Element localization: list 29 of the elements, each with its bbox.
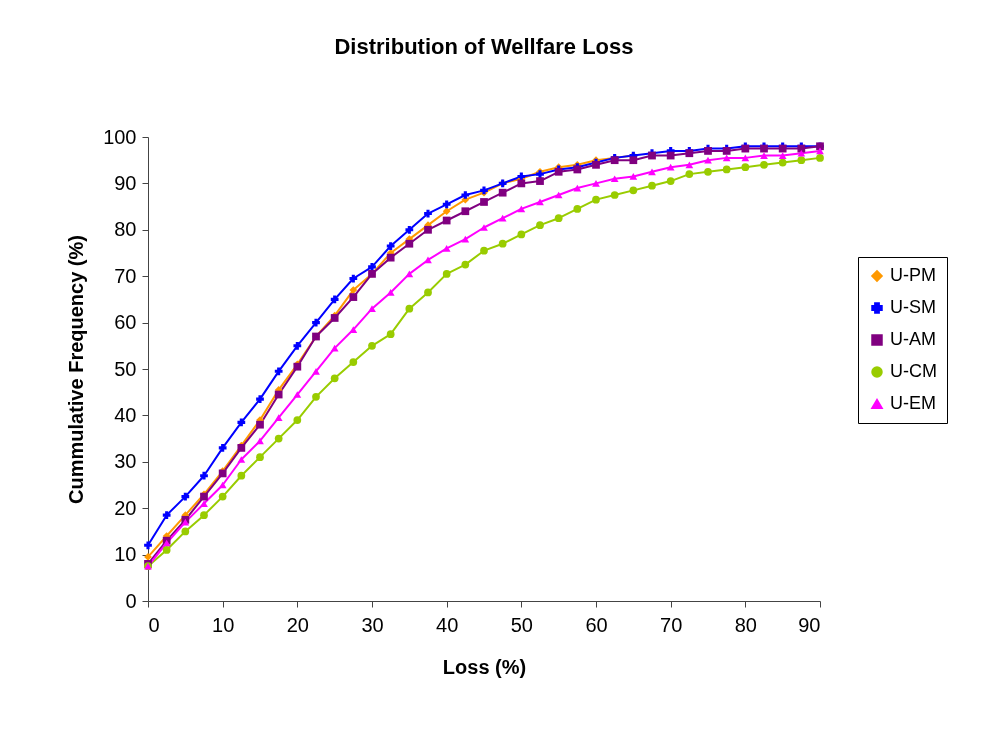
x-tick-label: 20 <box>286 613 309 636</box>
legend-label: U-EM <box>890 393 936 413</box>
x-tick-label: 50 <box>510 613 533 636</box>
y-tick-label: 70 <box>114 264 137 287</box>
y-tick-label: 30 <box>114 450 137 473</box>
chart-title: Distribution of Wellfare Loss <box>334 34 634 59</box>
x-tick-label: 90 <box>798 613 821 636</box>
y-tick-label: 10 <box>114 543 137 566</box>
y-tick-label: 90 <box>114 171 137 194</box>
legend-label: U-AM <box>890 329 936 349</box>
x-tick-label: 70 <box>660 613 683 636</box>
x-axis-title: Loss (%) <box>442 655 527 678</box>
y-axis-title: Cummulative Frequency (%) <box>65 235 88 504</box>
y-tick-label: 40 <box>114 403 137 426</box>
y-tick-label: 20 <box>114 496 137 519</box>
x-tick-label: 40 <box>436 613 459 636</box>
y-tick-label: 50 <box>114 357 137 380</box>
y-tick-label: 80 <box>114 218 137 241</box>
x-tick-label: 10 <box>212 613 235 636</box>
legend-label: U-CM <box>890 361 937 381</box>
x-tick-label: 0 <box>148 613 160 636</box>
x-tick-label: 80 <box>734 613 757 636</box>
x-tick-label: 30 <box>361 613 384 636</box>
legend-label: U-PM <box>890 265 936 285</box>
y-tick-label: 0 <box>125 589 137 612</box>
legend-label: U-SM <box>890 297 936 317</box>
y-tick-label: 60 <box>114 311 137 334</box>
y-tick-label: 100 <box>103 125 137 148</box>
x-tick-label: 60 <box>585 613 608 636</box>
